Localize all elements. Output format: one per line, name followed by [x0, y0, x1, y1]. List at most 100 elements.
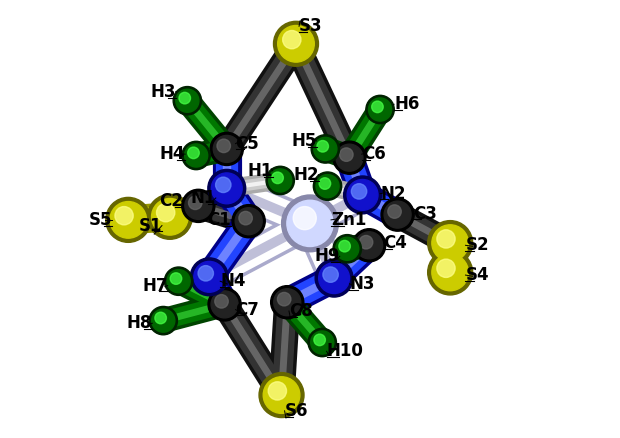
Circle shape	[164, 267, 193, 295]
Circle shape	[273, 21, 319, 66]
Circle shape	[388, 205, 401, 218]
Circle shape	[314, 138, 337, 160]
Circle shape	[311, 331, 334, 354]
Circle shape	[347, 180, 378, 210]
Circle shape	[155, 312, 166, 324]
Circle shape	[215, 295, 228, 308]
Circle shape	[198, 265, 213, 281]
Circle shape	[432, 254, 469, 291]
Circle shape	[272, 172, 283, 184]
Circle shape	[360, 236, 373, 249]
Circle shape	[211, 291, 238, 318]
Circle shape	[208, 288, 241, 321]
Text: C8: C8	[289, 302, 312, 320]
Circle shape	[308, 328, 337, 357]
Circle shape	[217, 139, 231, 152]
Circle shape	[148, 194, 192, 239]
Circle shape	[333, 141, 366, 174]
Circle shape	[368, 98, 392, 121]
Circle shape	[293, 207, 316, 230]
Circle shape	[268, 382, 286, 400]
Circle shape	[185, 144, 208, 167]
Circle shape	[335, 237, 359, 260]
Circle shape	[336, 144, 363, 171]
Circle shape	[211, 173, 242, 204]
Text: S1: S1	[138, 216, 162, 235]
Circle shape	[213, 135, 241, 162]
Text: N3: N3	[350, 275, 375, 293]
Circle shape	[151, 198, 188, 235]
Text: C4: C4	[384, 234, 407, 252]
Circle shape	[167, 270, 190, 293]
Circle shape	[152, 309, 175, 332]
Circle shape	[340, 148, 353, 161]
Text: S5: S5	[89, 211, 112, 229]
Circle shape	[110, 201, 146, 238]
Circle shape	[366, 95, 394, 124]
Circle shape	[185, 192, 212, 219]
Text: N1: N1	[190, 189, 216, 207]
Circle shape	[208, 170, 246, 207]
Circle shape	[428, 221, 472, 265]
Circle shape	[182, 189, 215, 223]
Text: C6: C6	[361, 145, 386, 163]
Circle shape	[339, 240, 350, 252]
Text: N4: N4	[220, 272, 246, 290]
Circle shape	[194, 261, 224, 292]
Text: C2: C2	[159, 192, 183, 211]
Circle shape	[170, 273, 182, 284]
Text: C7: C7	[236, 300, 259, 319]
Circle shape	[381, 198, 414, 231]
Circle shape	[353, 229, 386, 262]
Circle shape	[311, 135, 340, 163]
Text: H7: H7	[142, 276, 167, 295]
Circle shape	[283, 31, 301, 49]
Circle shape	[106, 198, 151, 242]
Circle shape	[232, 205, 265, 238]
Circle shape	[319, 178, 330, 189]
Circle shape	[317, 141, 329, 152]
Circle shape	[268, 169, 292, 192]
Text: Zn1: Zn1	[331, 211, 366, 229]
Circle shape	[182, 141, 210, 170]
Circle shape	[271, 286, 304, 319]
Text: N2: N2	[380, 184, 405, 203]
Circle shape	[428, 250, 472, 295]
Text: H8: H8	[127, 314, 153, 332]
Circle shape	[188, 147, 199, 159]
Circle shape	[210, 132, 243, 166]
Text: S3: S3	[299, 17, 322, 35]
Circle shape	[264, 377, 300, 413]
Circle shape	[356, 232, 383, 259]
Circle shape	[437, 259, 455, 277]
Text: S4: S4	[466, 266, 489, 284]
Text: H3: H3	[151, 83, 177, 101]
Circle shape	[179, 92, 190, 104]
Circle shape	[323, 267, 339, 283]
Circle shape	[176, 89, 199, 112]
Circle shape	[149, 307, 177, 335]
Circle shape	[333, 235, 361, 263]
Circle shape	[266, 166, 294, 194]
Circle shape	[287, 200, 333, 247]
Text: S2: S2	[466, 236, 489, 254]
Circle shape	[384, 201, 411, 228]
Circle shape	[216, 177, 231, 193]
Circle shape	[278, 25, 314, 62]
Circle shape	[259, 373, 304, 417]
Text: C3: C3	[413, 205, 437, 223]
Text: C5: C5	[236, 134, 259, 153]
Circle shape	[277, 293, 291, 306]
Circle shape	[352, 184, 367, 199]
Text: H2: H2	[293, 166, 319, 184]
Circle shape	[343, 176, 381, 214]
Circle shape	[437, 230, 455, 248]
Circle shape	[190, 258, 228, 296]
Text: C1: C1	[208, 211, 231, 229]
Text: H4: H4	[160, 145, 185, 163]
Circle shape	[115, 207, 133, 225]
Text: H10: H10	[327, 342, 363, 360]
Circle shape	[281, 195, 339, 252]
Text: H9: H9	[314, 247, 340, 265]
Circle shape	[173, 87, 202, 115]
